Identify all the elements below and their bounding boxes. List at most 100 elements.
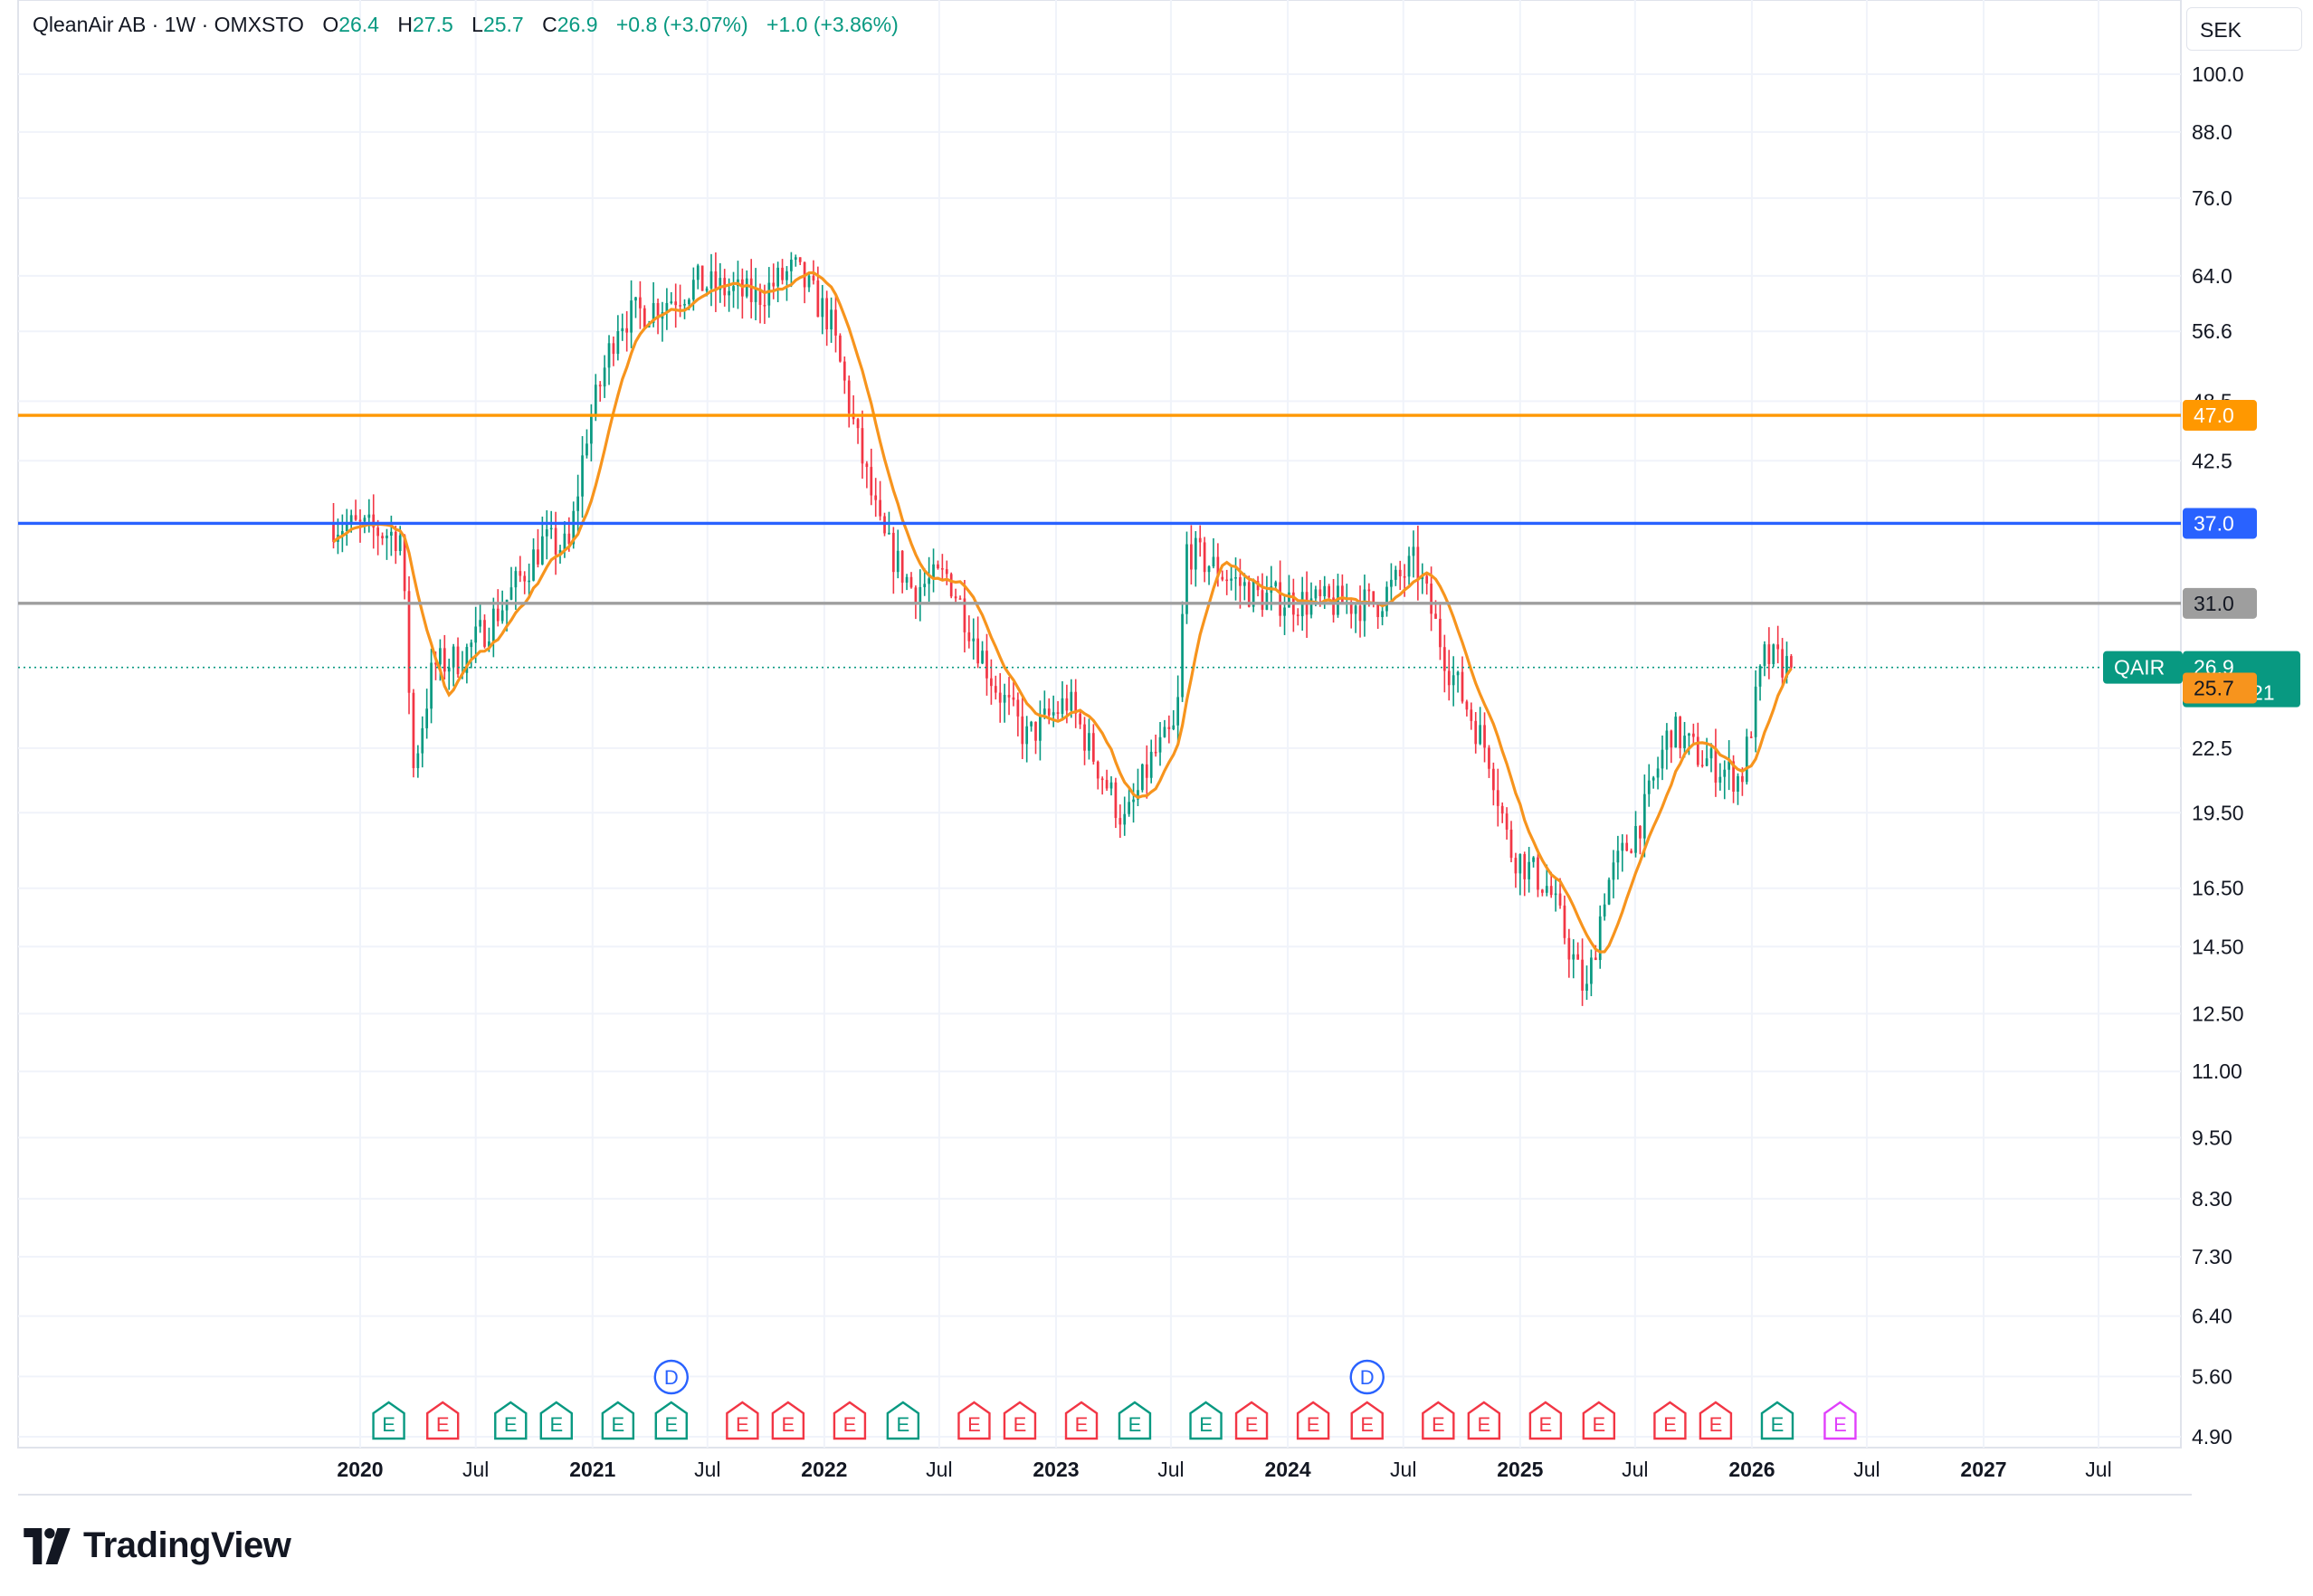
candle-body: [865, 463, 869, 468]
candle-body: [390, 531, 393, 536]
candle-body: [1074, 691, 1078, 714]
candle-body: [1398, 569, 1402, 576]
earnings-marker: [1528, 1401, 1563, 1440]
candle-body: [1012, 697, 1015, 700]
candle-body: [376, 527, 380, 537]
candle-body: [1242, 582, 1246, 586]
symbol-tag-bg: [2103, 651, 2183, 684]
candle-body: [1470, 709, 1473, 721]
candle-body: [1758, 665, 1762, 687]
earnings-marker-label: E: [1199, 1413, 1213, 1436]
candle-body: [870, 467, 873, 496]
candle-body: [634, 297, 637, 301]
candle-body: [1496, 790, 1499, 806]
candle-body: [1581, 959, 1584, 991]
candle-body: [1034, 721, 1037, 741]
candle-body: [1323, 585, 1327, 597]
candle-body: [1785, 656, 1788, 678]
y-tick-label: 88.0: [2192, 120, 2232, 144]
candle-body: [488, 641, 490, 647]
candle-body: [1700, 765, 1704, 766]
candle-body: [1563, 905, 1566, 938]
candle-body: [1621, 842, 1624, 851]
candle-body: [1230, 578, 1233, 581]
earnings-marker-label: E: [843, 1413, 857, 1436]
candle-body: [425, 708, 429, 728]
candle-body: [949, 574, 953, 597]
candle-body: [616, 331, 620, 355]
candle-body: [1123, 813, 1127, 825]
candle-body: [905, 576, 909, 583]
candle-body: [612, 343, 615, 355]
candle-body: [888, 532, 890, 535]
candle-body: [1118, 818, 1122, 825]
candle-body: [1247, 582, 1251, 607]
change-value: +0.8 (+3.07%): [615, 13, 748, 36]
earnings-marker: [1064, 1401, 1099, 1440]
candle-body: [1091, 733, 1095, 762]
earnings-marker-label: E: [1014, 1413, 1027, 1436]
candle-body: [1465, 701, 1469, 710]
candle-body: [990, 678, 993, 687]
y-tick-label: 12.50: [2192, 1002, 2244, 1025]
earnings-marker: [1003, 1401, 1037, 1440]
candle-body: [1007, 694, 1011, 698]
candle-body: [549, 527, 553, 530]
earnings-marker-label: E: [1477, 1413, 1490, 1436]
candle-body: [1100, 778, 1104, 781]
earnings-marker-label: E: [897, 1413, 910, 1436]
candle-body: [674, 301, 678, 306]
candle-body: [781, 267, 784, 280]
candle-body: [541, 536, 544, 565]
y-tick-label: 8.30: [2192, 1187, 2232, 1211]
earnings-marker: [886, 1401, 920, 1440]
candle-body: [976, 638, 980, 664]
candle-body: [963, 598, 966, 632]
candle-body: [439, 648, 442, 665]
candle-body: [394, 531, 397, 552]
dividend-marker-label: D: [664, 1366, 679, 1389]
candle-body: [1070, 691, 1073, 711]
candle-body: [1021, 716, 1024, 745]
candle-body: [1318, 589, 1322, 597]
candle-body: [900, 550, 904, 583]
candle-body: [474, 626, 478, 643]
earnings-marker-label: E: [1539, 1413, 1553, 1436]
currency-selector[interactable]: SEK: [2186, 7, 2302, 51]
dividend-marker-label: D: [1360, 1366, 1375, 1389]
candle-body: [1239, 577, 1242, 586]
candle-body: [354, 515, 357, 520]
candle-body: [1718, 776, 1722, 784]
earnings-marker: [1760, 1401, 1794, 1440]
candle-body: [772, 282, 776, 287]
candle-body: [1549, 886, 1553, 896]
y-tick-label: 42.5: [2192, 449, 2232, 472]
candle-body: [528, 580, 530, 583]
x-tick-label: Jul: [1157, 1458, 1184, 1481]
candle-body: [1137, 790, 1139, 800]
candle-body: [403, 535, 406, 592]
tradingview-logo[interactable]: TradingView: [20, 1525, 291, 1566]
earnings-marker-label: E: [1245, 1413, 1259, 1436]
candle-body: [656, 303, 660, 319]
candle-body: [1225, 579, 1229, 582]
candle-body: [1674, 717, 1678, 748]
candle-body: [728, 290, 730, 296]
candle-body: [603, 367, 606, 387]
candle-body: [1181, 613, 1184, 698]
candle-body: [1709, 748, 1713, 759]
candle-body: [928, 578, 930, 584]
candle-body: [483, 620, 486, 647]
candle-body: [1745, 736, 1748, 783]
candle-body: [1442, 647, 1446, 671]
candle-body: [358, 519, 362, 522]
candle-body: [491, 608, 495, 641]
y-tick-label: 76.0: [2192, 186, 2232, 210]
candle-body: [367, 514, 371, 518]
candle-body: [1776, 644, 1780, 650]
earnings-marker: [1234, 1401, 1269, 1440]
y-tick-label: 9.50: [2192, 1126, 2232, 1149]
candle-body: [1412, 546, 1415, 556]
candle-body: [972, 638, 976, 641]
